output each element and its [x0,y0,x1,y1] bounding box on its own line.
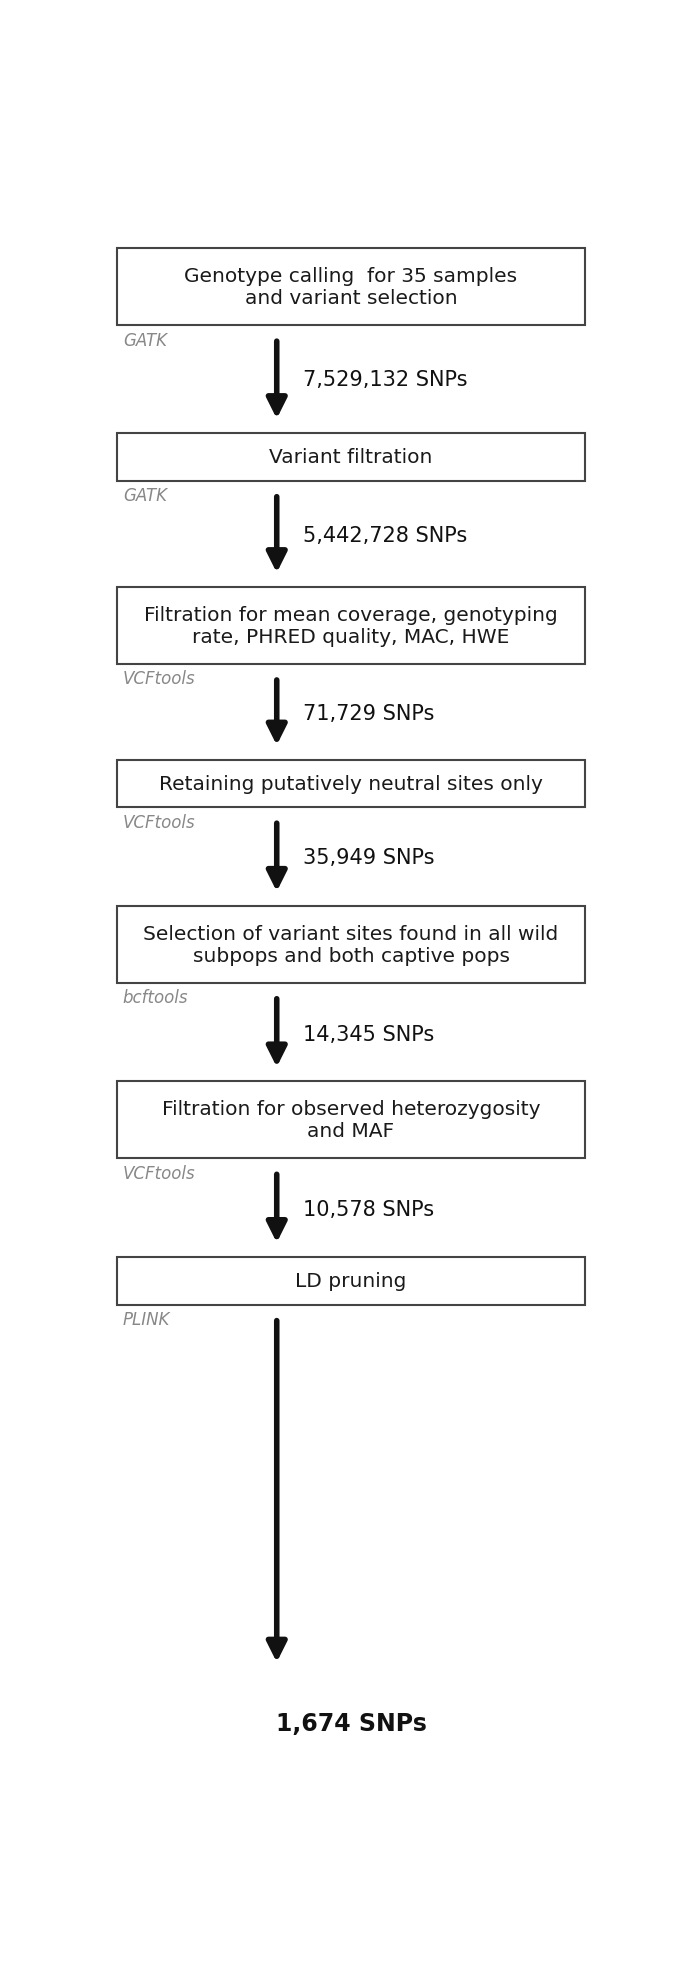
Text: LD pruning: LD pruning [295,1271,407,1291]
Text: GATK: GATK [123,487,166,505]
FancyBboxPatch shape [118,588,584,665]
Text: 14,345 SNPs: 14,345 SNPs [303,1024,434,1043]
FancyBboxPatch shape [118,249,584,327]
FancyBboxPatch shape [118,907,584,984]
Text: GATK: GATK [123,331,166,350]
Text: Variant filtration: Variant filtration [269,447,433,467]
FancyBboxPatch shape [118,1257,584,1305]
FancyBboxPatch shape [118,434,584,481]
Text: Retaining putatively neutral sites only: Retaining putatively neutral sites only [159,774,543,794]
Text: 5,442,728 SNPs: 5,442,728 SNPs [303,527,467,546]
Text: VCFtools: VCFtools [123,1164,195,1182]
Text: 35,949 SNPs: 35,949 SNPs [303,847,434,867]
Text: Selection of variant sites found in all wild
subpops and both captive pops: Selection of variant sites found in all … [143,925,559,966]
FancyBboxPatch shape [118,760,584,808]
Text: Filtration for observed heterozygosity
and MAF: Filtration for observed heterozygosity a… [162,1099,540,1140]
Text: Genotype calling  for 35 samples
and variant selection: Genotype calling for 35 samples and vari… [184,267,518,309]
Text: VCFtools: VCFtools [123,669,195,689]
FancyBboxPatch shape [118,1081,584,1158]
Text: PLINK: PLINK [123,1311,170,1329]
Text: bcftools: bcftools [123,988,188,1006]
Text: VCFtools: VCFtools [123,814,195,832]
Text: 71,729 SNPs: 71,729 SNPs [303,703,434,723]
Text: 10,578 SNPs: 10,578 SNPs [303,1200,434,1220]
Text: 7,529,132 SNPs: 7,529,132 SNPs [303,370,467,390]
Text: 1,674 SNPs: 1,674 SNPs [275,1711,427,1734]
Text: Filtration for mean coverage, genotyping
rate, PHRED quality, MAC, HWE: Filtration for mean coverage, genotyping… [144,606,558,647]
